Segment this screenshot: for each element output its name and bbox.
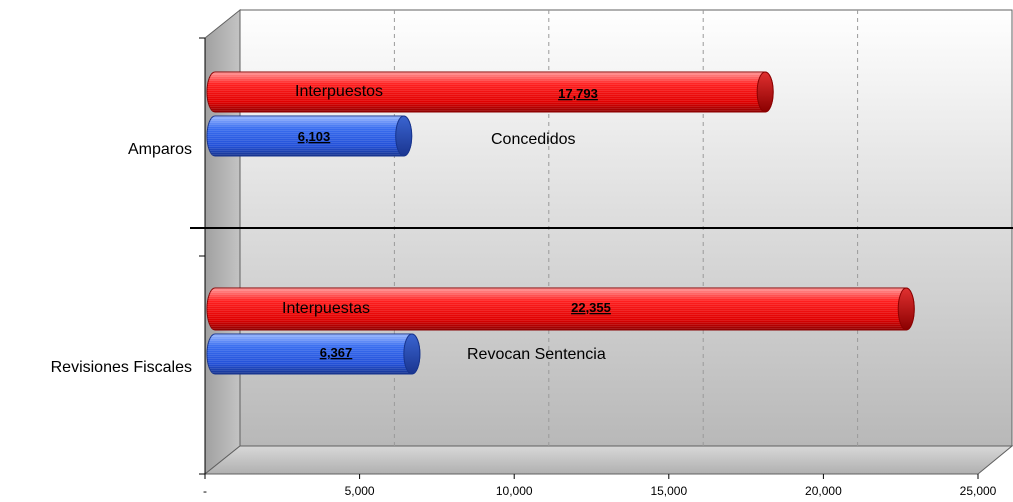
x-tick-label: 15,000 [650, 484, 687, 498]
bar-annotation-concedidos: Concedidos [491, 131, 576, 148]
bar-blue-1 [206, 333, 421, 375]
x-tick-label: 10,000 [496, 484, 533, 498]
category-axis [199, 37, 206, 475]
value-label-revisiones-revocan: 6,367 [320, 345, 353, 360]
x-tick-label: 5,000 [345, 484, 375, 498]
chart-floor [203, 445, 1013, 475]
bar-red-0 [206, 71, 774, 113]
bar-blue-0 [206, 115, 413, 157]
value-label-amparos-concedidos: 6,103 [298, 129, 331, 144]
x-tick-label: 20,000 [805, 484, 842, 498]
category-label-amparos: Amparos [128, 141, 192, 158]
x-tick-label: 25,000 [960, 484, 997, 498]
bar-annotation-interpuestos: Interpuestos [295, 83, 383, 100]
bar-annotation-revocan-sentencia: Revocan Sentencia [467, 346, 606, 363]
value-label-amparos-interpuestos: 17,793 [558, 86, 598, 101]
bar-annotation-interpuestas: Interpuestas [282, 300, 370, 317]
bar-red-1 [206, 287, 915, 331]
value-label-revisiones-interpuestas: 22,355 [571, 300, 611, 315]
value-axis: - 5,000 10,000 15,000 20,000 25,000 [203, 474, 997, 498]
bars [206, 71, 915, 375]
category-label-revisiones-fiscales: Revisiones Fiscales [51, 359, 192, 376]
x-tick-label: - [203, 484, 207, 498]
